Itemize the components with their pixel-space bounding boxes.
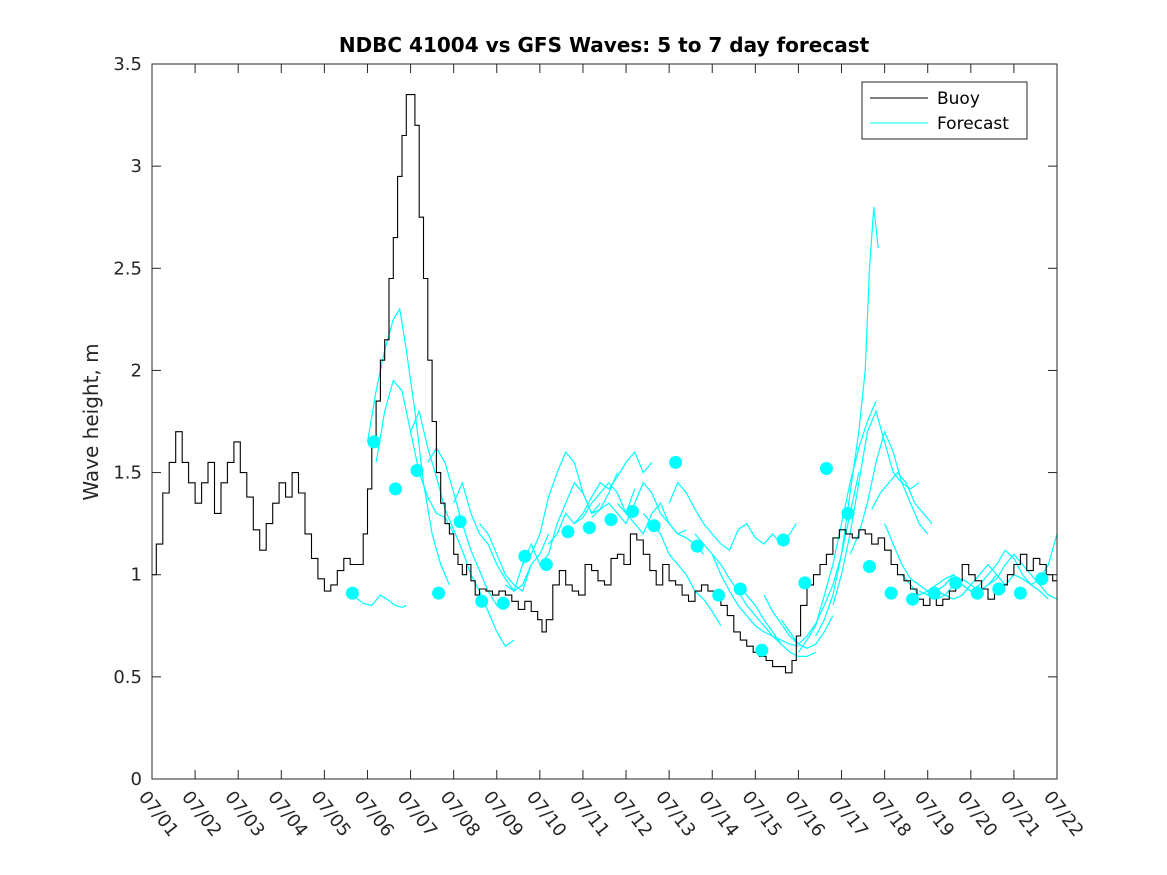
forecast-marker: [712, 588, 726, 602]
forecast-marker: [927, 586, 941, 600]
forecast-line: [815, 206, 879, 637]
y-axis-label: Wave height, m: [79, 343, 103, 500]
forecast-markers: [345, 435, 1049, 657]
forecast-marker: [561, 525, 575, 539]
legend-forecast-label: Forecast: [937, 114, 1009, 134]
forecast-line: [522, 450, 618, 565]
y-tick-label: 0: [131, 769, 142, 790]
forecast-marker: [1035, 572, 1049, 586]
forecast-marker: [626, 504, 639, 518]
forecast-marker: [367, 435, 381, 449]
forecast-marker: [604, 513, 618, 527]
forecast-line: [884, 523, 963, 592]
forecast-marker: [410, 464, 424, 477]
forecast-line: [375, 379, 455, 535]
forecast-line: [1013, 533, 1057, 586]
y-tick-label: 3.5: [113, 54, 142, 75]
forecast-line: [832, 409, 920, 606]
forecast-marker: [863, 560, 876, 573]
forecast-marker: [453, 515, 467, 529]
forecast-line: [737, 584, 816, 657]
forecast-marker: [690, 539, 704, 553]
buoy-line: [152, 94, 1057, 674]
buoy-series: [152, 94, 1057, 674]
y-tick-label: 1.5: [113, 463, 142, 484]
forecast-line: [987, 553, 1057, 600]
forecast-line: [352, 594, 407, 609]
forecast-line: [573, 450, 653, 524]
forecast-marker: [539, 558, 553, 571]
forecast-marker: [518, 549, 532, 563]
forecast-marker: [1013, 586, 1027, 600]
forecast-marker: [582, 521, 596, 535]
forecast-marker: [970, 586, 984, 600]
forecast-line: [427, 446, 506, 606]
forecast-marker: [647, 519, 661, 533]
forecast-marker: [798, 576, 812, 590]
forecast-marker: [432, 586, 446, 600]
forecast-marker: [884, 586, 898, 600]
forecast-line: [849, 429, 929, 555]
forecast-line: [410, 409, 515, 648]
forecast-marker: [841, 506, 855, 520]
forecast-line: [711, 554, 799, 647]
chart-title: NDBC 41004 vs GFS Waves: 5 to 7 day fore…: [339, 33, 870, 57]
forecast-marker: [755, 643, 769, 657]
forecast-line: [366, 307, 450, 586]
forecast-marker: [733, 582, 747, 596]
y-tick-label: 1: [131, 565, 142, 586]
forecast-line: [797, 400, 877, 653]
forecast-marker: [949, 576, 963, 590]
forecast-line: [871, 471, 933, 524]
forecast-marker: [475, 594, 489, 608]
forecast-marker: [992, 582, 1006, 596]
legend: Buoy Forecast: [861, 81, 1028, 140]
y-tick-label: 0.5: [113, 667, 142, 688]
forecast-marker: [906, 592, 920, 606]
forecast-marker: [669, 455, 683, 469]
plot-area-frame: [151, 63, 1058, 780]
legend-box: [861, 81, 1028, 140]
y-tick-label: 3: [131, 156, 142, 177]
forecast-line: [616, 502, 705, 555]
forecast-line: [548, 481, 636, 545]
y-tick-label: 2: [131, 360, 142, 381]
forecast-marker: [389, 482, 402, 496]
legend-buoy-label: Buoy: [937, 89, 980, 109]
forecast-marker: [496, 596, 510, 610]
forecast-marker: [345, 586, 359, 600]
forecast-marker: [776, 533, 790, 547]
forecast-marker: [819, 462, 833, 475]
y-tick-label: 2.5: [113, 258, 142, 279]
